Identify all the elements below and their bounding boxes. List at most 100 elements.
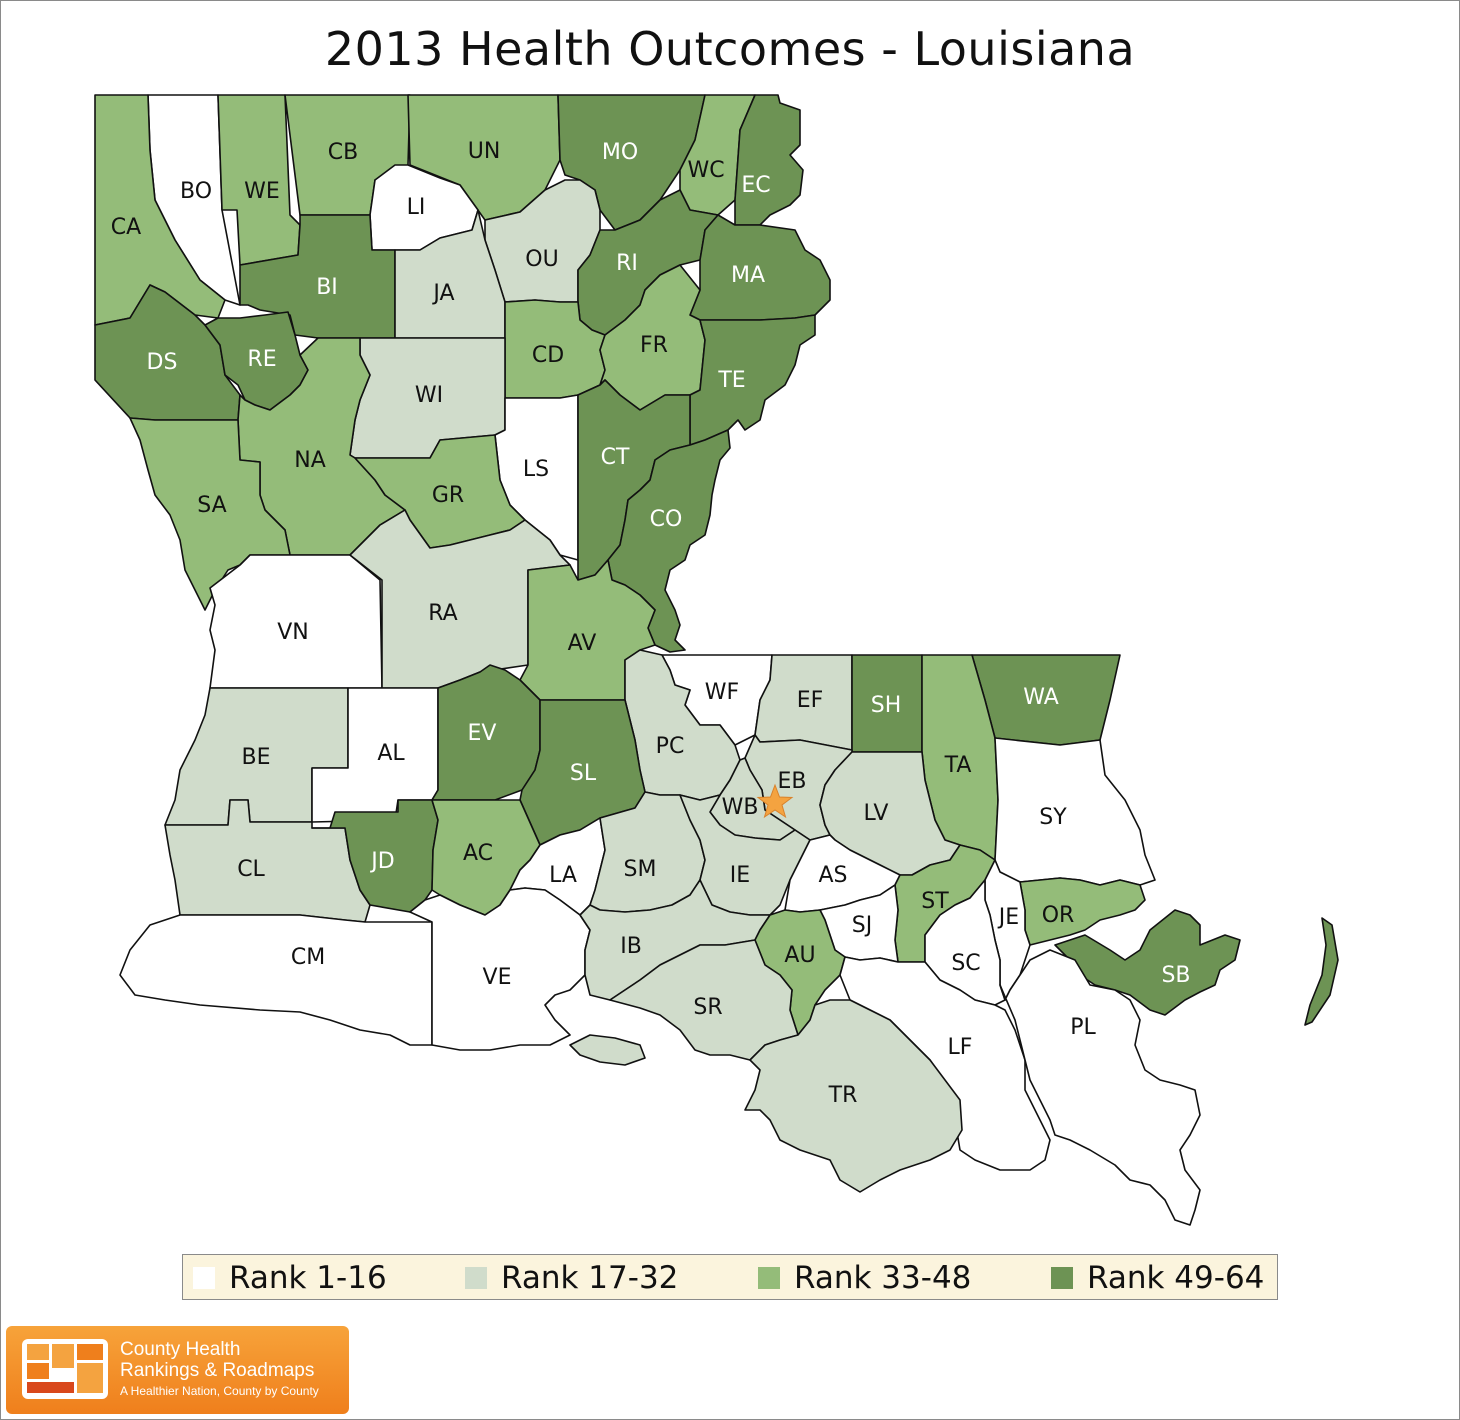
parish-label-ec: EC	[741, 173, 770, 198]
parish-label-vn: VN	[277, 620, 309, 645]
parish-label-bi: BI	[316, 275, 338, 300]
parish-label-jd: JD	[369, 849, 394, 874]
legend-label: Rank 33-48	[794, 1260, 972, 1296]
parish-label-na: NA	[294, 448, 326, 473]
chandeleur-island-shape	[1304, 917, 1339, 1026]
island-shape	[569, 1034, 646, 1066]
parish-label-al: AL	[377, 741, 405, 766]
parish-label-gr: GR	[432, 483, 464, 508]
parish-label-li: LI	[407, 195, 426, 220]
parish-label-ct: CT	[601, 445, 630, 470]
parish-label-sl: SL	[570, 761, 597, 786]
star-icon	[756, 783, 794, 819]
parish-ec	[734, 94, 804, 226]
parish-sr	[609, 939, 799, 1061]
parish-label-sc: SC	[951, 951, 980, 976]
parish-label-wb: WB	[722, 795, 759, 820]
parish-label-sy: SY	[1039, 805, 1067, 830]
legend-swatch	[193, 1267, 215, 1289]
parish-label-pl: PL	[1070, 1015, 1096, 1040]
parish-label-ta: TA	[944, 753, 972, 778]
parish-lf	[839, 956, 1051, 1171]
parish-label-wi: WI	[415, 383, 443, 408]
parish-label-bo: BO	[180, 179, 212, 204]
logo-line-2: Rankings & Roadmaps	[120, 1360, 315, 1381]
parish-label-au: AU	[784, 943, 815, 968]
parish-label-cm: CM	[291, 945, 325, 970]
parish-label-ev: EV	[468, 721, 497, 746]
parish-label-re: RE	[247, 347, 276, 372]
parish-label-sr: SR	[693, 995, 722, 1020]
parish-label-cl: CL	[237, 857, 265, 882]
parish-or	[1019, 877, 1146, 946]
parish-label-ra: RA	[428, 601, 457, 626]
logo-tagline: A Healthier Nation, County by County	[120, 1384, 319, 1398]
parish-label-or: OR	[1042, 903, 1075, 928]
legend-item-rank-49-64: Rank 49-64	[1051, 1255, 1264, 1301]
parish-label-sh: SH	[871, 693, 902, 718]
parish-label-sj: SJ	[852, 913, 872, 938]
parish-label-co: CO	[650, 507, 683, 532]
parish-label-je: JE	[997, 905, 1019, 930]
parish-sy	[994, 737, 1156, 886]
legend-label: Rank 17-32	[501, 1260, 679, 1296]
parish-label-ja: JA	[431, 281, 454, 306]
legend-label: Rank 1-16	[229, 1260, 387, 1296]
parish-label-ib: IB	[620, 934, 642, 959]
parish-label-la: LA	[549, 863, 577, 888]
legend-label: Rank 49-64	[1087, 1260, 1265, 1296]
map-title: 2013 Health Outcomes - Louisiana	[324, 22, 1136, 76]
parish-label-be: BE	[242, 745, 271, 770]
legend-swatch	[465, 1267, 487, 1289]
parish-label-av: AV	[568, 631, 597, 656]
parish-label-cd: CD	[532, 343, 564, 368]
parish-shapes	[94, 94, 1339, 1226]
parish-vn	[209, 554, 383, 689]
parish-label-cb: CB	[328, 140, 358, 165]
parish-co	[607, 429, 731, 653]
legend-item-rank-33-48: Rank 33-48	[758, 1255, 971, 1301]
parish-label-tr: TR	[828, 1083, 858, 1108]
parish-label-ou: OU	[525, 247, 558, 272]
legend-swatch	[1051, 1267, 1073, 1289]
parish-label-ds: DS	[147, 350, 178, 375]
parish-label-wa: WA	[1023, 685, 1059, 710]
parish-label-pc: PC	[656, 734, 685, 759]
logo-line-1: County Health	[120, 1339, 241, 1360]
parish-label-sb: SB	[1161, 963, 1190, 988]
county-health-rankings-logo: County Health Rankings & Roadmaps A Heal…	[6, 1326, 349, 1414]
parish-label-ve: VE	[483, 965, 512, 990]
legend-item-rank-17-32: Rank 17-32	[465, 1255, 678, 1301]
parish-label-eb: EB	[778, 769, 807, 794]
parish-label-te: TE	[717, 368, 745, 393]
parish-label-st: ST	[921, 889, 949, 914]
parish-label-ca: CA	[111, 215, 141, 240]
parish-cm	[119, 914, 433, 1046]
legend-item-rank-1-16: Rank 1-16	[193, 1255, 387, 1301]
parish-label-ef: EF	[797, 688, 824, 713]
parish-label-fr: FR	[640, 333, 668, 358]
parish-label-as: AS	[818, 863, 847, 888]
parish-label-we: WE	[244, 179, 280, 204]
parish-label-mo: MO	[602, 140, 638, 165]
legend-swatch	[758, 1267, 780, 1289]
parish-label-wf: WF	[705, 680, 739, 705]
parish-label-lv: LV	[864, 801, 889, 826]
parish-label-ri: RI	[616, 251, 638, 276]
legend: Rank 1-16 Rank 17-32 Rank 33-48 Rank 49-…	[182, 1254, 1278, 1300]
parish-labels: BO CA WE CB UN MO WC EC LI OU RI MA BI JA DS RE CD FR WI TE…	[111, 139, 1191, 1108]
parish-label-sm: SM	[624, 857, 657, 882]
parish-te	[689, 314, 816, 446]
parish-label-ac: AC	[463, 841, 493, 866]
parish-label-ls: LS	[523, 457, 549, 482]
parish-pl	[999, 949, 1201, 1226]
parish-label-un: UN	[468, 139, 501, 164]
map-blocks-icon	[22, 1339, 108, 1399]
parish-tr	[744, 999, 963, 1193]
parish-label-lf: LF	[948, 1035, 973, 1060]
parish-label-wc: WC	[687, 158, 724, 183]
parish-label-ma: MA	[731, 263, 765, 288]
parish-label-sa: SA	[197, 493, 226, 518]
parish-label-ie: IE	[730, 863, 750, 888]
